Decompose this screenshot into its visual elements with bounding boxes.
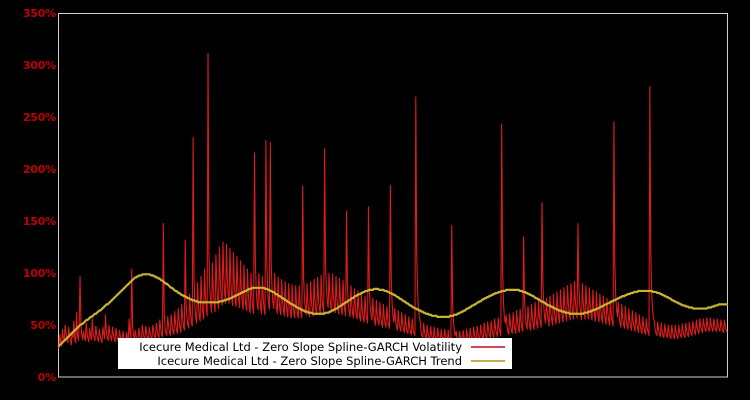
legend-swatch-volatility	[471, 345, 505, 348]
ytick-label-250: 250%	[22, 111, 56, 124]
ytick-label-350: 350%	[22, 7, 56, 20]
chart-legend: Icecure Medical Ltd - Zero Slope Spline-…	[118, 338, 512, 369]
series-line-trend	[57, 273, 729, 347]
legend-entry-trend: Icecure Medical Ltd - Zero Slope Spline-…	[125, 354, 505, 368]
legend-entry-volatility: Icecure Medical Ltd - Zero Slope Spline-…	[125, 340, 505, 354]
ytick-label-100: 100%	[22, 267, 56, 280]
ytick-label-200: 200%	[22, 163, 56, 176]
ytick-label-150: 150%	[22, 215, 56, 228]
ytick-label-300: 300%	[22, 59, 56, 72]
series-layer	[57, 52, 729, 349]
legend-swatch-trend	[471, 359, 505, 362]
legend-label-volatility: Icecure Medical Ltd - Zero Slope Spline-…	[139, 339, 462, 354]
plot-frame	[58, 13, 728, 378]
series-line-volatility	[58, 52, 728, 349]
ytick-label-50: 50%	[30, 319, 56, 332]
legend-label-trend: Icecure Medical Ltd - Zero Slope Spline-…	[157, 353, 462, 368]
ytick-label-0: 0%	[37, 371, 56, 384]
